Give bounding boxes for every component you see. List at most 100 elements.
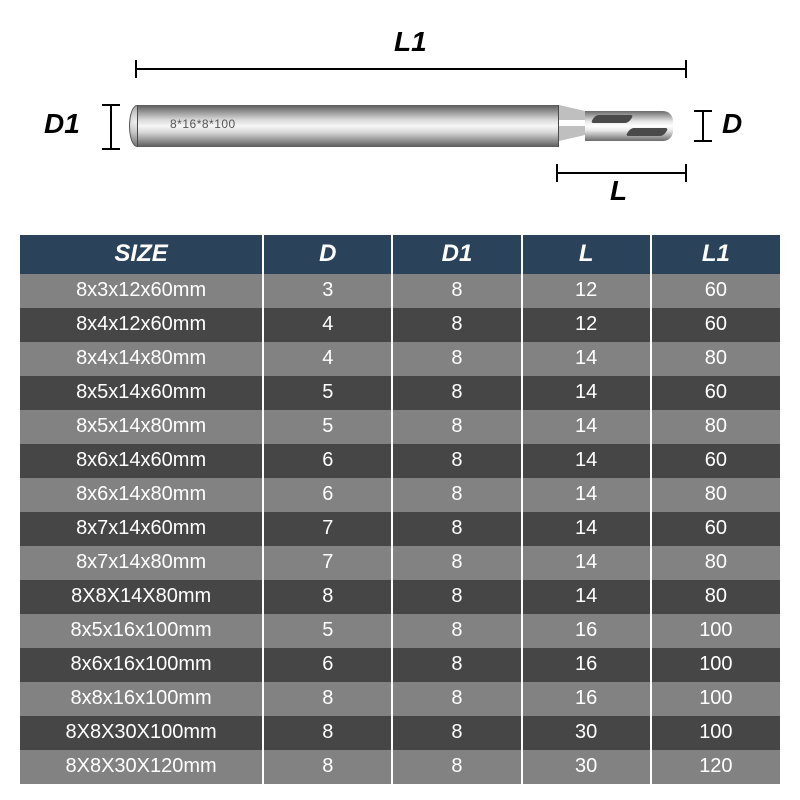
table-cell: 6 xyxy=(263,444,392,478)
table-row: 8x5x16x100mm5816100 xyxy=(20,614,780,648)
table-cell: 8 xyxy=(263,716,392,750)
dim-tick xyxy=(694,140,712,142)
table-cell: 14 xyxy=(522,512,651,546)
dim-label-l1: L1 xyxy=(394,26,427,58)
table-cell: 8 xyxy=(392,750,521,784)
table-cell: 8X8X14X80mm xyxy=(20,580,263,614)
table-cell: 60 xyxy=(651,274,780,308)
table-cell: 4 xyxy=(263,342,392,376)
table-cell: 100 xyxy=(651,648,780,682)
table-row: 8x8x16x100mm8816100 xyxy=(20,682,780,716)
dim-tick xyxy=(685,164,687,182)
table-cell: 8X8X30X120mm xyxy=(20,750,263,784)
table-cell: 8x5x14x80mm xyxy=(20,410,263,444)
table-cell: 8 xyxy=(392,444,521,478)
dim-line-d xyxy=(702,110,704,142)
table-cell: 12 xyxy=(522,274,651,308)
table-cell: 30 xyxy=(522,750,651,784)
table-cell: 8x6x14x80mm xyxy=(20,478,263,512)
table-row: 8x5x14x60mm581460 xyxy=(20,376,780,410)
dim-tick xyxy=(694,110,712,112)
table-body: 8x3x12x60mm3812608x4x12x60mm4812608x4x14… xyxy=(20,274,780,784)
table-cell: 80 xyxy=(651,342,780,376)
size-table-container: SIZEDD1LL1 8x3x12x60mm3812608x4x12x60mm4… xyxy=(20,235,780,784)
table-cell: 6 xyxy=(263,648,392,682)
table-cell: 8 xyxy=(392,274,521,308)
endmill-diagram: L1 D1 D L 8*16*8*100 xyxy=(0,0,800,235)
table-cell: 8x5x14x60mm xyxy=(20,376,263,410)
table-cell: 80 xyxy=(651,546,780,580)
table-cell: 8x8x16x100mm xyxy=(20,682,263,716)
dim-tick xyxy=(102,148,120,150)
table-cell: 8 xyxy=(392,716,521,750)
table-cell: 8 xyxy=(392,478,521,512)
dim-line-l xyxy=(556,172,687,174)
tool-groove xyxy=(625,128,669,136)
dim-label-d: D xyxy=(722,108,742,140)
table-cell: 12 xyxy=(522,308,651,342)
table-cell: 60 xyxy=(651,308,780,342)
table-cell: 8 xyxy=(392,512,521,546)
table-header-cell: D xyxy=(263,235,392,274)
table-cell: 8 xyxy=(392,342,521,376)
table-header-cell: D1 xyxy=(392,235,521,274)
table-cell: 120 xyxy=(651,750,780,784)
dim-tick xyxy=(556,164,558,182)
table-cell: 8x4x14x80mm xyxy=(20,342,263,376)
tool-taper xyxy=(559,126,585,141)
table-cell: 5 xyxy=(263,410,392,444)
table-cell: 14 xyxy=(522,444,651,478)
dim-label-d1: D1 xyxy=(44,108,80,140)
tool-groove xyxy=(590,115,634,123)
tool-engraving-text: 8*16*8*100 xyxy=(170,117,236,131)
table-cell: 16 xyxy=(522,682,651,716)
tool-taper xyxy=(559,105,585,120)
size-table: SIZEDD1LL1 8x3x12x60mm3812608x4x12x60mm4… xyxy=(20,235,780,784)
table-cell: 60 xyxy=(651,512,780,546)
table-row: 8x4x14x80mm481480 xyxy=(20,342,780,376)
table-header-row: SIZEDD1LL1 xyxy=(20,235,780,274)
table-row: 8X8X14X80mm881480 xyxy=(20,580,780,614)
dim-tick xyxy=(135,60,137,78)
table-cell: 3 xyxy=(263,274,392,308)
table-cell: 8x6x16x100mm xyxy=(20,648,263,682)
table-cell: 8 xyxy=(392,376,521,410)
dim-label-l: L xyxy=(610,175,627,207)
table-cell: 16 xyxy=(522,614,651,648)
table-cell: 7 xyxy=(263,512,392,546)
table-row: 8X8X30X100mm8830100 xyxy=(20,716,780,750)
table-header-cell: SIZE xyxy=(20,235,263,274)
table-cell: 8x7x14x60mm xyxy=(20,512,263,546)
table-cell: 8 xyxy=(392,648,521,682)
table-cell: 7 xyxy=(263,546,392,580)
table-cell: 8x5x16x100mm xyxy=(20,614,263,648)
table-cell: 8x4x12x60mm xyxy=(20,308,263,342)
table-cell: 14 xyxy=(522,580,651,614)
table-row: 8x6x16x100mm6816100 xyxy=(20,648,780,682)
table-cell: 60 xyxy=(651,444,780,478)
table-cell: 14 xyxy=(522,342,651,376)
table-cell: 8 xyxy=(392,410,521,444)
table-cell: 100 xyxy=(651,716,780,750)
table-header-cell: L xyxy=(522,235,651,274)
table-cell: 16 xyxy=(522,648,651,682)
table-cell: 5 xyxy=(263,614,392,648)
table-row: 8x5x14x80mm581480 xyxy=(20,410,780,444)
table-cell: 80 xyxy=(651,580,780,614)
table-cell: 8 xyxy=(392,614,521,648)
table-row: 8x4x12x60mm481260 xyxy=(20,308,780,342)
table-row: 8x6x14x60mm681460 xyxy=(20,444,780,478)
table-cell: 8 xyxy=(263,580,392,614)
table-cell: 4 xyxy=(263,308,392,342)
table-cell: 8 xyxy=(392,682,521,716)
dim-tick xyxy=(102,104,120,106)
table-header-cell: L1 xyxy=(651,235,780,274)
table-cell: 14 xyxy=(522,376,651,410)
table-row: 8x7x14x80mm781480 xyxy=(20,546,780,580)
table-cell: 5 xyxy=(263,376,392,410)
table-cell: 100 xyxy=(651,614,780,648)
table-cell: 14 xyxy=(522,478,651,512)
table-cell: 8 xyxy=(263,750,392,784)
table-row: 8x3x12x60mm381260 xyxy=(20,274,780,308)
table-cell: 60 xyxy=(651,376,780,410)
